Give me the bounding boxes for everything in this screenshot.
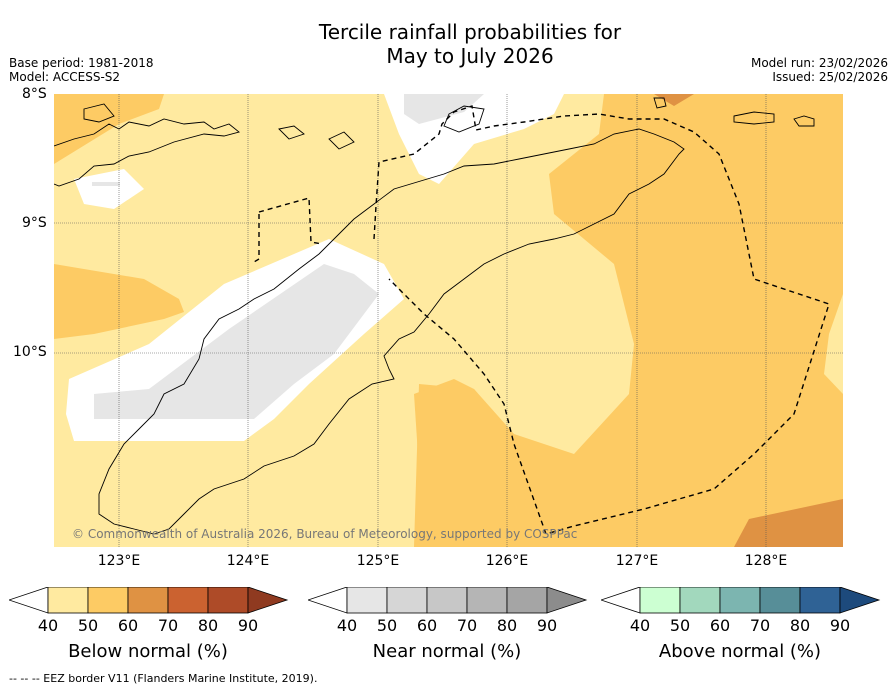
graticule xyxy=(54,94,843,547)
below-normal-40-region-east xyxy=(824,294,843,394)
cbar3-tick-40: 40 xyxy=(629,616,651,635)
lat-label-8s: 8°S xyxy=(22,86,47,102)
issued-date: Issued: 25/02/2026 xyxy=(772,70,888,84)
cbar1-title: Below normal (%) xyxy=(68,641,228,662)
near-normal-sliver xyxy=(92,182,120,186)
coastlines xyxy=(54,97,815,535)
cbar2-tick-80: 80 xyxy=(496,616,518,635)
cbar1-tick-40: 40 xyxy=(37,616,59,635)
lat-label-9s: 9°S xyxy=(22,215,47,231)
colorbar-below-normal xyxy=(9,587,289,614)
cbar3-tick-50: 50 xyxy=(669,616,691,635)
below-normal-50-region-south xyxy=(414,379,534,547)
lon-label-128e: 128°E xyxy=(744,553,788,569)
below-normal-60-region-ne xyxy=(654,94,694,106)
model-run: Model run: 23/02/2026 xyxy=(750,56,888,70)
near-normal-40-region xyxy=(94,264,379,419)
cbar1-tick-60: 60 xyxy=(117,616,139,635)
cbar2-tick-60: 60 xyxy=(416,616,438,635)
lon-label-125e: 125°E xyxy=(356,553,400,569)
cbar2-tick-50: 50 xyxy=(376,616,398,635)
cbar1-tick-70: 70 xyxy=(157,616,179,635)
cbar2-tick-70: 70 xyxy=(456,616,478,635)
below-normal-50-region-nw xyxy=(54,94,164,164)
map-area: © Commonwealth of Australia 2026, Bureau… xyxy=(54,94,843,547)
eez-border xyxy=(253,105,830,535)
cbar3-title: Above normal (%) xyxy=(658,641,822,662)
colorbar-near-normal xyxy=(308,587,588,614)
cbar1-tick-80: 80 xyxy=(197,616,219,635)
lon-label-127e: 127°E xyxy=(615,553,659,569)
no-signal-zone-west xyxy=(74,169,144,209)
model-name: Model: ACCESS-S2 xyxy=(9,70,121,84)
cbar1-tick-50: 50 xyxy=(77,616,99,635)
cbar2-tick-90: 90 xyxy=(536,616,558,635)
lon-label-124e: 124°E xyxy=(226,553,270,569)
near-normal-40-region-north xyxy=(404,94,484,124)
copyright-text: © Commonwealth of Australia 2026, Bureau… xyxy=(72,527,577,541)
colorbar-below-low-extend xyxy=(9,587,49,614)
colorbar-below-high-extend xyxy=(247,587,289,614)
cbar2-tick-40: 40 xyxy=(336,616,358,635)
cbar3-tick-60: 60 xyxy=(709,616,731,635)
map-title-line2: May to July 2026 xyxy=(386,44,554,68)
cbar1-tick-90: 90 xyxy=(237,616,259,635)
cbar3-tick-70: 70 xyxy=(749,616,771,635)
cbar3-tick-80: 80 xyxy=(789,616,811,635)
below-normal-60-region-se xyxy=(734,499,843,547)
cbar3-tick-90: 90 xyxy=(829,616,851,635)
eez-footer-note: -- -- -- EEZ border V11 (Flanders Marine… xyxy=(9,672,318,685)
map-title-line1: Tercile rainfall probabilities for xyxy=(318,20,622,44)
below-normal-50-region-west xyxy=(54,264,184,339)
lon-label-123e: 123°E xyxy=(97,553,141,569)
lat-label-10s: 10°S xyxy=(13,344,47,360)
colorbar-above-normal xyxy=(601,587,881,614)
lon-label-126e: 126°E xyxy=(485,553,529,569)
cbar2-title: Near normal (%) xyxy=(372,641,522,662)
below-normal-50-region-east xyxy=(414,94,843,547)
base-period: Base period: 1981-2018 xyxy=(9,56,154,70)
